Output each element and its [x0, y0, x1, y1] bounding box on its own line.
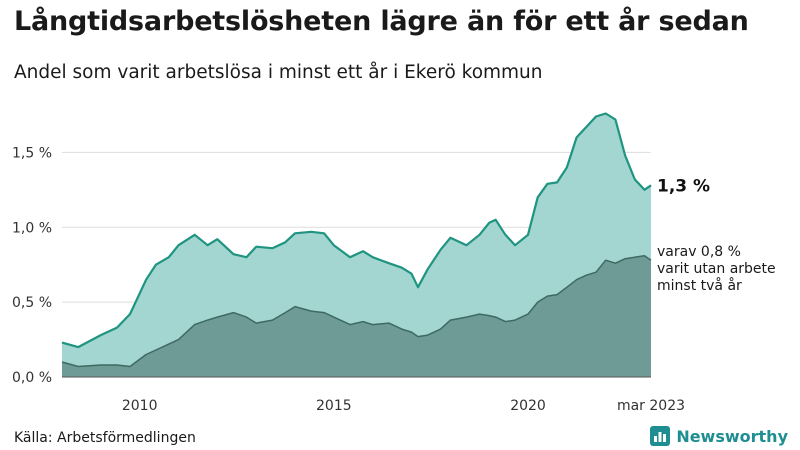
brand-logo: Newsworthy	[650, 426, 788, 446]
x-tick-label: 2020	[510, 398, 546, 414]
varav-area	[62, 255, 651, 377]
y-tick-label: 1,5 %	[12, 145, 52, 161]
x-tick-label: mar 2023	[617, 398, 685, 414]
total-area	[62, 113, 651, 377]
varav-label-line: varav 0,8 %	[657, 244, 741, 260]
varav-label-line: minst två år	[657, 277, 742, 294]
x-tick-label: 2010	[122, 398, 158, 414]
varav-label-line: varit utan arbete	[657, 261, 776, 277]
area-layer	[61, 112, 652, 377]
chart-subtitle: Andel som varit arbetslösa i minst ett å…	[14, 62, 543, 83]
area-chart: 0,0 % 0,5 % 1,0 % 1,5 % 2010 2015 2020 mar 2023…	[12, 112, 776, 414]
label-layer: 0,0 % 0,5 % 1,0 % 1,5 % 2010 2015 2020 mar 2023…	[12, 145, 776, 414]
total-line	[61, 112, 652, 349]
source-note: Källa: Arbetsförmedlingen	[14, 430, 196, 446]
x-tick-label: 2015	[316, 398, 352, 414]
y-tick-label: 1,0 %	[12, 220, 52, 236]
varav-line	[61, 254, 652, 368]
y-tick-label: 0,0 %	[12, 370, 52, 386]
y-tick-label: 0,5 %	[12, 295, 52, 311]
total-end-label: 1,3 %	[657, 176, 710, 196]
chart-title: Långtidsarbetslösheten lägre än för ett …	[14, 6, 749, 37]
brand-name: Newsworthy	[676, 426, 788, 446]
bar-chart-icon	[650, 426, 671, 446]
